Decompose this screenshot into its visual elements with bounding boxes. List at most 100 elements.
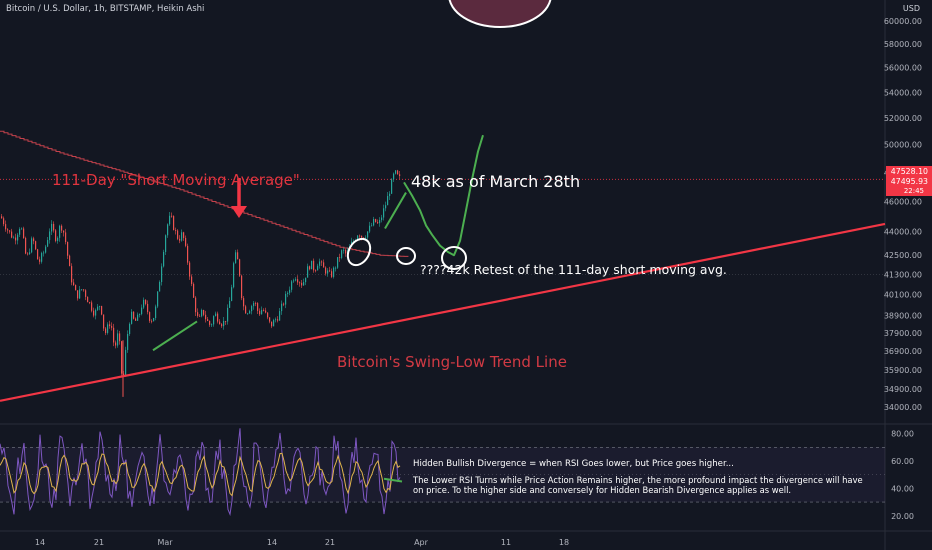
candle-body — [361, 235, 363, 238]
candle-body — [21, 228, 23, 230]
symbol-title: Bitcoin / U.S. Dollar, 1h, BITSTAMP, Hei… — [6, 4, 205, 14]
price-tick-label: 36900.00 — [884, 347, 922, 356]
candle-body — [257, 303, 259, 311]
candle-body — [299, 282, 301, 284]
candle-body — [397, 170, 399, 175]
candle-body — [111, 326, 113, 328]
price-tick-label: 34000.00 — [884, 403, 922, 412]
candle-body — [367, 231, 369, 238]
candle-body — [83, 289, 85, 291]
candle-body — [183, 232, 185, 238]
time-axis: 14 21 Mar 14 21 Apr 11 18 — [35, 538, 569, 547]
candle-body — [129, 323, 131, 335]
candle-body — [143, 299, 145, 308]
candle-body — [43, 252, 45, 254]
candle-body — [341, 250, 343, 258]
candle-body — [319, 261, 321, 266]
time-tick-label: Mar — [157, 538, 173, 547]
candle-body — [291, 281, 293, 290]
candle-body — [269, 317, 271, 322]
candle-body — [109, 324, 111, 327]
candle-body — [391, 179, 393, 194]
time-tick-label: 14 — [267, 538, 277, 547]
candle-body — [25, 237, 27, 254]
candle-body — [209, 320, 211, 325]
candle-body — [357, 235, 359, 241]
price-tick-label: 34900.00 — [884, 385, 922, 394]
time-tick-label: 18 — [559, 538, 569, 547]
candle-body — [113, 327, 115, 343]
candle-body — [377, 222, 379, 224]
price-tick-label: 44000.00 — [884, 228, 922, 237]
candle-body — [393, 173, 395, 180]
candle-body — [103, 314, 105, 329]
price-tick-label: 58000.00 — [884, 40, 922, 49]
rsi-tick-label: 40.00 — [891, 484, 914, 493]
candle-body — [29, 252, 31, 255]
candle-body — [185, 237, 187, 246]
candle-body — [49, 231, 51, 241]
candle-body — [41, 253, 43, 262]
candle-body — [161, 266, 163, 282]
candle-body — [175, 229, 177, 231]
retest-note-text: ????42k Retest of the 111-day short movi… — [420, 262, 727, 277]
candle-body — [75, 285, 77, 291]
candle-body — [135, 318, 137, 321]
candle-body — [87, 296, 89, 303]
candle-body — [77, 290, 79, 299]
candle-body — [15, 237, 17, 241]
candle-body — [255, 303, 257, 304]
candle-body — [35, 241, 37, 250]
candle-body — [211, 324, 213, 326]
candle-body — [167, 224, 169, 236]
candle-body — [229, 300, 231, 308]
candle-body — [261, 309, 263, 315]
candle-body — [279, 311, 281, 321]
candle-body — [381, 217, 383, 221]
candle-body — [335, 267, 337, 269]
candle-body — [159, 281, 161, 292]
candle-body — [249, 311, 251, 314]
retest-circle — [441, 246, 467, 270]
candle-body — [163, 251, 165, 267]
candle-body — [281, 303, 283, 312]
candle-body — [101, 306, 103, 315]
candle-body — [231, 287, 233, 301]
currency-label: USD — [902, 4, 920, 13]
candle-body — [13, 237, 15, 239]
candle-body — [1, 216, 3, 219]
candle-body — [259, 310, 261, 315]
rsi-axis: 80.00 60.00 40.00 20.00 — [891, 430, 914, 521]
candle-body — [399, 174, 401, 177]
divergence-title-text: Hidden Bullish Divergence = when RSI Goe… — [413, 459, 734, 469]
candle-body — [203, 309, 205, 315]
countdown-badge: 22:45 — [904, 187, 924, 195]
candle-body — [33, 238, 35, 242]
candle-body — [303, 282, 305, 286]
candle-body — [297, 279, 299, 283]
candle-body — [121, 341, 123, 374]
candle-body — [295, 279, 297, 281]
time-tick-label: 11 — [501, 538, 511, 547]
moving-average-line — [0, 130, 409, 257]
candle-body — [9, 230, 11, 232]
candle-body — [337, 257, 339, 268]
divergence-body-text: The Lower RSI Turns while Price Action R… — [412, 475, 863, 485]
candle-body — [193, 283, 195, 298]
candle-body — [271, 321, 273, 327]
candle-body — [157, 291, 159, 307]
candle-body — [131, 311, 133, 324]
candle-body — [287, 292, 289, 294]
candle-body — [195, 297, 197, 313]
candle-body — [201, 309, 203, 317]
price-tick-label: 42500.00 — [884, 251, 922, 260]
rsi-tick-label: 20.00 — [891, 512, 914, 521]
candle-body — [213, 316, 215, 325]
candle-body — [3, 218, 5, 225]
candle-body — [331, 271, 333, 277]
candle-body — [243, 298, 245, 307]
candle-body — [73, 282, 75, 286]
candle-body — [123, 373, 125, 375]
candle-body — [17, 234, 19, 241]
